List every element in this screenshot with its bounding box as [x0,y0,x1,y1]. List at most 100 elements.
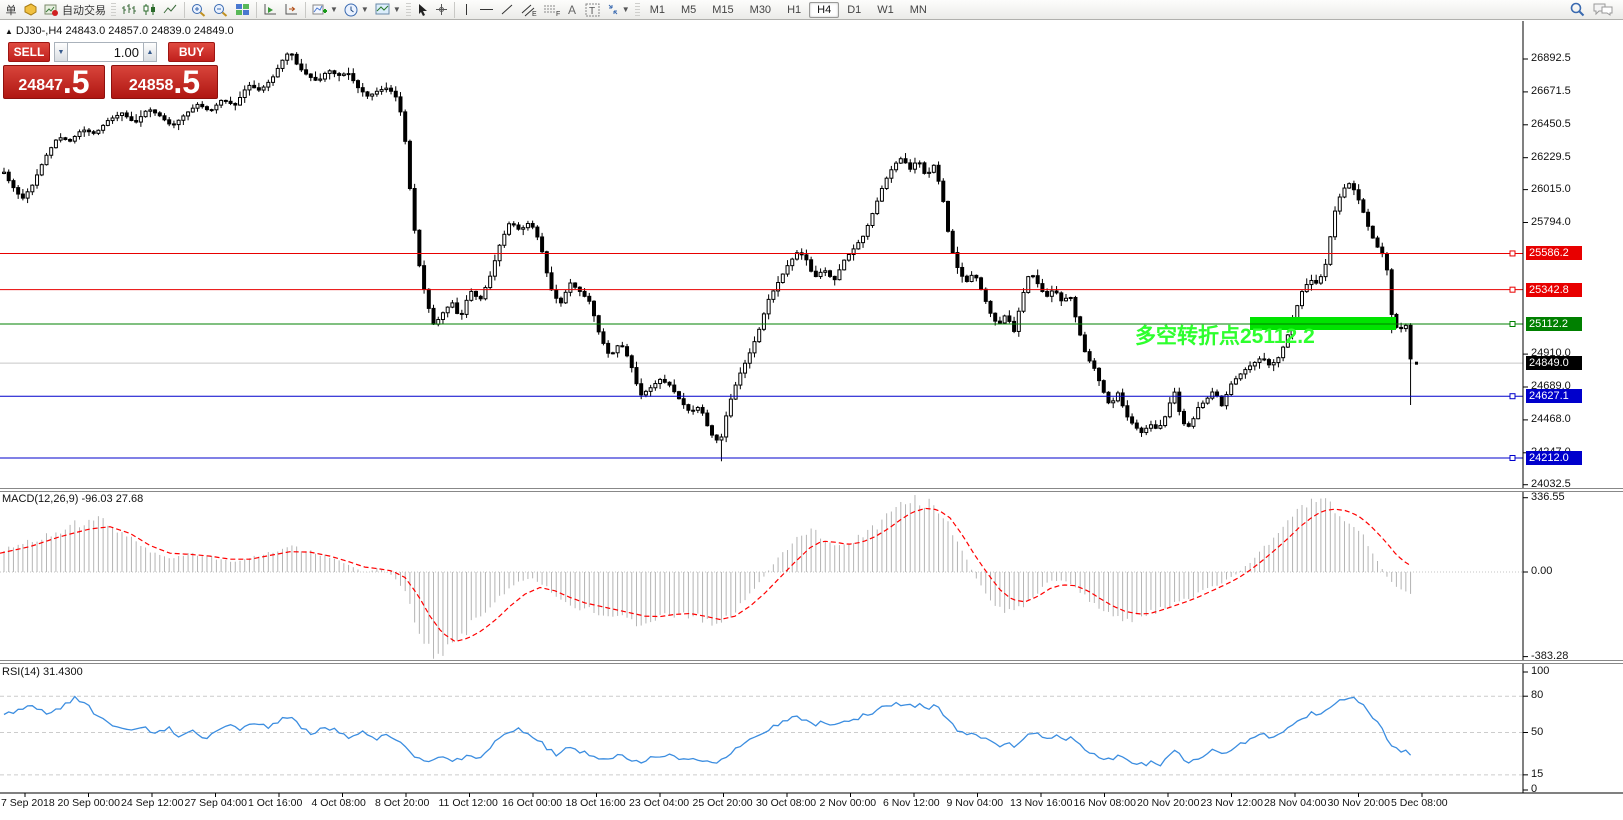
price-badge: 24849.0 [1526,356,1582,371]
price-badge: 24627.1 [1526,389,1582,404]
time-axis-label: 7 Sep 2018 [1,797,55,809]
timeframe-m1[interactable]: M1 [649,3,665,16]
candlestick-chart-icon[interactable] [139,1,160,19]
price-badge: 24212.0 [1526,451,1582,465]
chart-shift-icon[interactable] [281,1,302,19]
axis-label: 25794.0 [1531,215,1571,228]
time-axis-label: 23 Nov 12:00 [1200,797,1263,809]
volume-increase-button[interactable]: ▲ [143,42,157,62]
autotrading-button[interactable]: 自动交易 [41,1,109,19]
time-axis-label: 16 Nov 08:00 [1073,797,1136,809]
zoom-out-icon[interactable] [210,1,232,19]
buy-button[interactable]: BUY [168,42,215,62]
timeframe-group: M1 M5 M15 M30 H1 H4 D1 W1 MN [642,1,935,18]
last-price-marker [1415,361,1418,365]
pane-separator[interactable] [0,488,1623,492]
axis-label: 26015.0 [1531,182,1571,195]
svg-text:E: E [532,11,537,17]
axis-label: 0 [1531,783,1538,795]
candles [2,52,1413,462]
timeframe-m15[interactable]: M15 [712,3,734,16]
search-icon[interactable] [1566,1,1589,19]
sell-price-display[interactable]: 24847.5 [3,65,105,99]
axis-label: 26892.5 [1531,52,1571,64]
toolbar: 单 自动交易 ▼ ▼ ▼ E F A T ▼ M1 M5 M15 M30 H1 H [0,0,1623,20]
time-axis-label: 25 Oct 20:00 [692,797,753,809]
macd-histogram [3,495,1412,659]
timeframe-m5[interactable]: M5 [680,3,697,16]
axis-label: 26671.5 [1531,84,1571,97]
axis-label: 100 [1531,665,1550,677]
macd-label: MACD(12,26,9) -96.03 27.68 [2,493,144,505]
time-axis-label: 4 Oct 08:00 [311,797,366,809]
chart-annotation-text[interactable]: 多空转折点25112.2 [1135,325,1315,348]
price-badge: 25586.2 [1526,246,1582,261]
toolbar-grip[interactable] [111,2,116,17]
axis-label: 0.00 [1531,565,1553,577]
time-axis-label: 2 Nov 00:00 [819,797,877,809]
time-axis-label: 1 Oct 16:00 [248,797,303,809]
time-axis-label: 23 Oct 04:00 [629,797,690,809]
volume-input[interactable] [68,42,143,62]
hline-anchor-marker [1509,286,1516,293]
hline-anchor-marker [1509,321,1516,328]
time-axis-label: 30 Nov 20:00 [1327,797,1390,809]
new-order-button[interactable]: 单 [2,1,20,19]
horizontal-line-icon[interactable] [476,1,497,19]
hline-anchor-marker [1509,393,1516,400]
svg-text:A: A [568,3,576,16]
time-axis-label: 9 Nov 04:00 [946,797,1004,809]
svg-text:F: F [556,11,560,17]
axis-label: 15 [1531,767,1544,780]
timeframe-d1[interactable]: D1 [847,3,862,16]
sell-button[interactable]: SELL [8,42,50,62]
timeframe-mn[interactable]: MN [909,3,927,16]
cursor-icon[interactable] [413,1,432,19]
one-click-trading-panel: SELL ▼ ▲ BUY 24847.5 24858.5 [3,42,218,99]
timeframe-m30[interactable]: M30 [749,3,772,16]
green-highlight-box [1250,317,1396,330]
buy-price-display[interactable]: 24858.5 [111,65,218,99]
pane-separator[interactable] [0,660,1623,664]
rsi-line [3,695,1412,767]
timeframe-w1[interactable]: W1 [877,3,894,16]
timeframe-h1[interactable]: H1 [787,3,802,16]
time-axis-label: 28 Nov 04:00 [1264,797,1327,809]
line-chart-icon[interactable] [160,1,181,19]
axis-label: 24689.0 [1531,379,1571,392]
fibonacci-icon[interactable]: F [540,1,563,19]
toolbar-grip[interactable] [634,2,640,17]
timeframe-h4[interactable]: H4 [809,1,840,18]
autotrading-label: 自动交易 [62,4,106,17]
svg-text:T: T [589,6,595,17]
arrows-icon[interactable]: ▼ [603,1,633,19]
time-axis-label: 16 Oct 00:00 [502,797,563,809]
new-order-label: 单 [5,4,17,17]
auto-scroll-icon[interactable] [260,1,281,19]
text-icon[interactable]: A [563,1,582,19]
toolbar-grip[interactable] [405,2,411,17]
vertical-line-icon[interactable] [458,1,476,19]
tile-windows-icon[interactable] [232,1,253,19]
bar-chart-icon[interactable] [118,1,139,19]
time-axis-label: 24 Sep 12:00 [121,797,184,809]
axis-label: -383.28 [1531,649,1569,662]
text-label-icon[interactable]: T [582,1,603,19]
chat-icon[interactable] [1589,1,1617,19]
symbol-pointer-icon: ▲ [5,27,13,36]
autotrading-icon [44,3,59,16]
indicators-icon[interactable]: ▼ [309,1,341,19]
templates-icon[interactable]: ▼ [372,1,404,19]
trendline-icon[interactable] [497,1,517,19]
time-axis-label: 20 Sep 00:00 [57,797,120,809]
axis-label: 26229.5 [1531,150,1571,163]
equidistant-channel-icon[interactable]: E [517,1,540,19]
zoom-in-icon[interactable] [188,1,210,19]
crosshair-icon[interactable] [432,1,451,19]
new-order-icon[interactable] [20,1,41,19]
periods-icon[interactable]: ▼ [341,1,372,19]
volume-decrease-button[interactable]: ▼ [54,42,68,62]
hline-anchor-marker [1509,455,1516,461]
